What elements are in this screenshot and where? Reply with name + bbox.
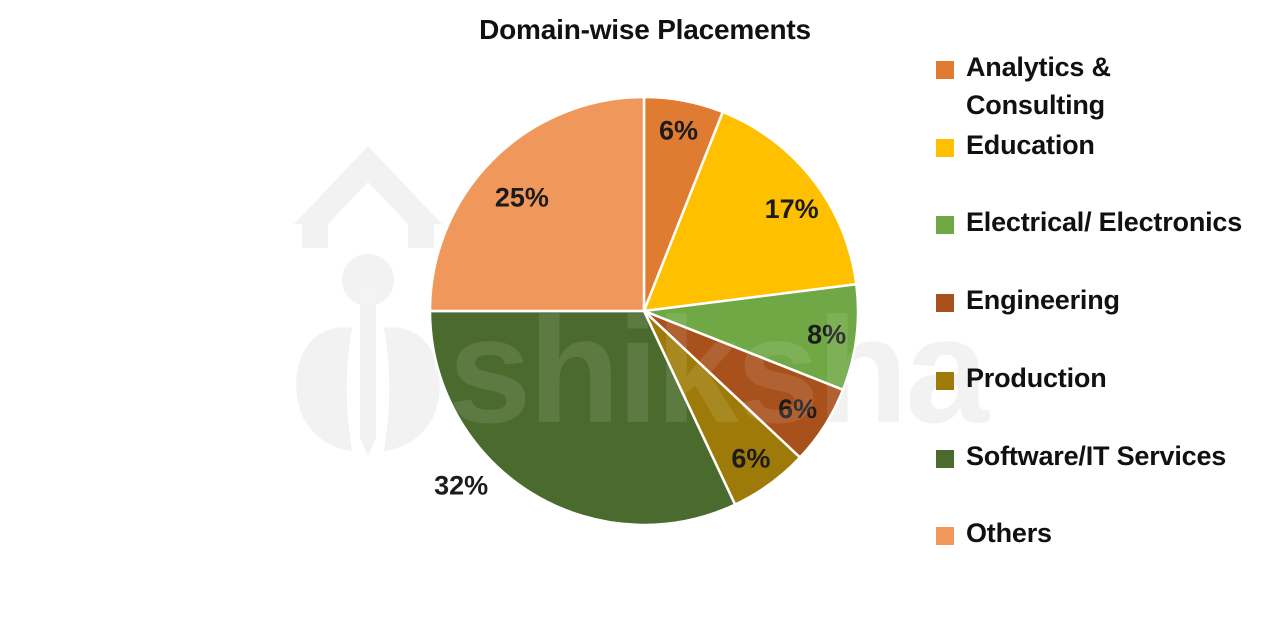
pie-slice-label-production: 6% (731, 444, 770, 474)
pie-slice-label-education: 17% (765, 194, 819, 224)
legend-label: Education (966, 129, 1095, 160)
legend-swatch-engineering (936, 294, 954, 313)
legend-item-electrical-electronics: Electrical/ Electronics (936, 204, 1242, 242)
legend-swatch-production (936, 371, 954, 390)
pie-slice-label-others: 25% (495, 183, 549, 213)
legend-swatch-others (936, 527, 954, 546)
pie-slice-label-analytics-consulting: 6% (659, 116, 698, 146)
legend-label: Analytics & Consulting (966, 52, 1111, 120)
legend-swatch-software-it-services (936, 449, 954, 468)
legend-item-analytics-consulting: Analytics & Consulting (936, 49, 1111, 125)
legend-swatch-analytics-consulting (936, 61, 954, 79)
legend-item-education: Education (936, 127, 1095, 165)
legend-label: Others (966, 518, 1052, 549)
legend-label: Electrical/ Electronics (966, 207, 1243, 238)
legend-item-software-it-services: Software/IT Services (936, 438, 1226, 476)
legend-swatch-electrical-electronics (936, 216, 954, 235)
legend-item-engineering: Engineering (936, 282, 1120, 320)
legend-item-others: Others (936, 515, 1052, 553)
pie-slice-education (642, 110, 858, 313)
legend-label: Production (966, 362, 1107, 393)
pie-slice-electrical-electronics (642, 282, 860, 392)
legend-label: Engineering (966, 285, 1120, 316)
pie-slice-others (428, 95, 646, 313)
legend-item-production: Production (936, 360, 1107, 398)
pie-slice-label-electrical-electronics: 8% (807, 320, 846, 350)
legend-swatch-education (936, 138, 954, 157)
pie-slice-label-software-it-services: 32% (434, 471, 488, 501)
pie-slice-label-engineering: 6% (778, 394, 817, 424)
chart-title: Domain-wise Placements (479, 14, 811, 45)
legend: Analytics & Consulting Education Electrica… (936, 0, 1271, 624)
legend-label: Software/IT Services (966, 440, 1227, 471)
